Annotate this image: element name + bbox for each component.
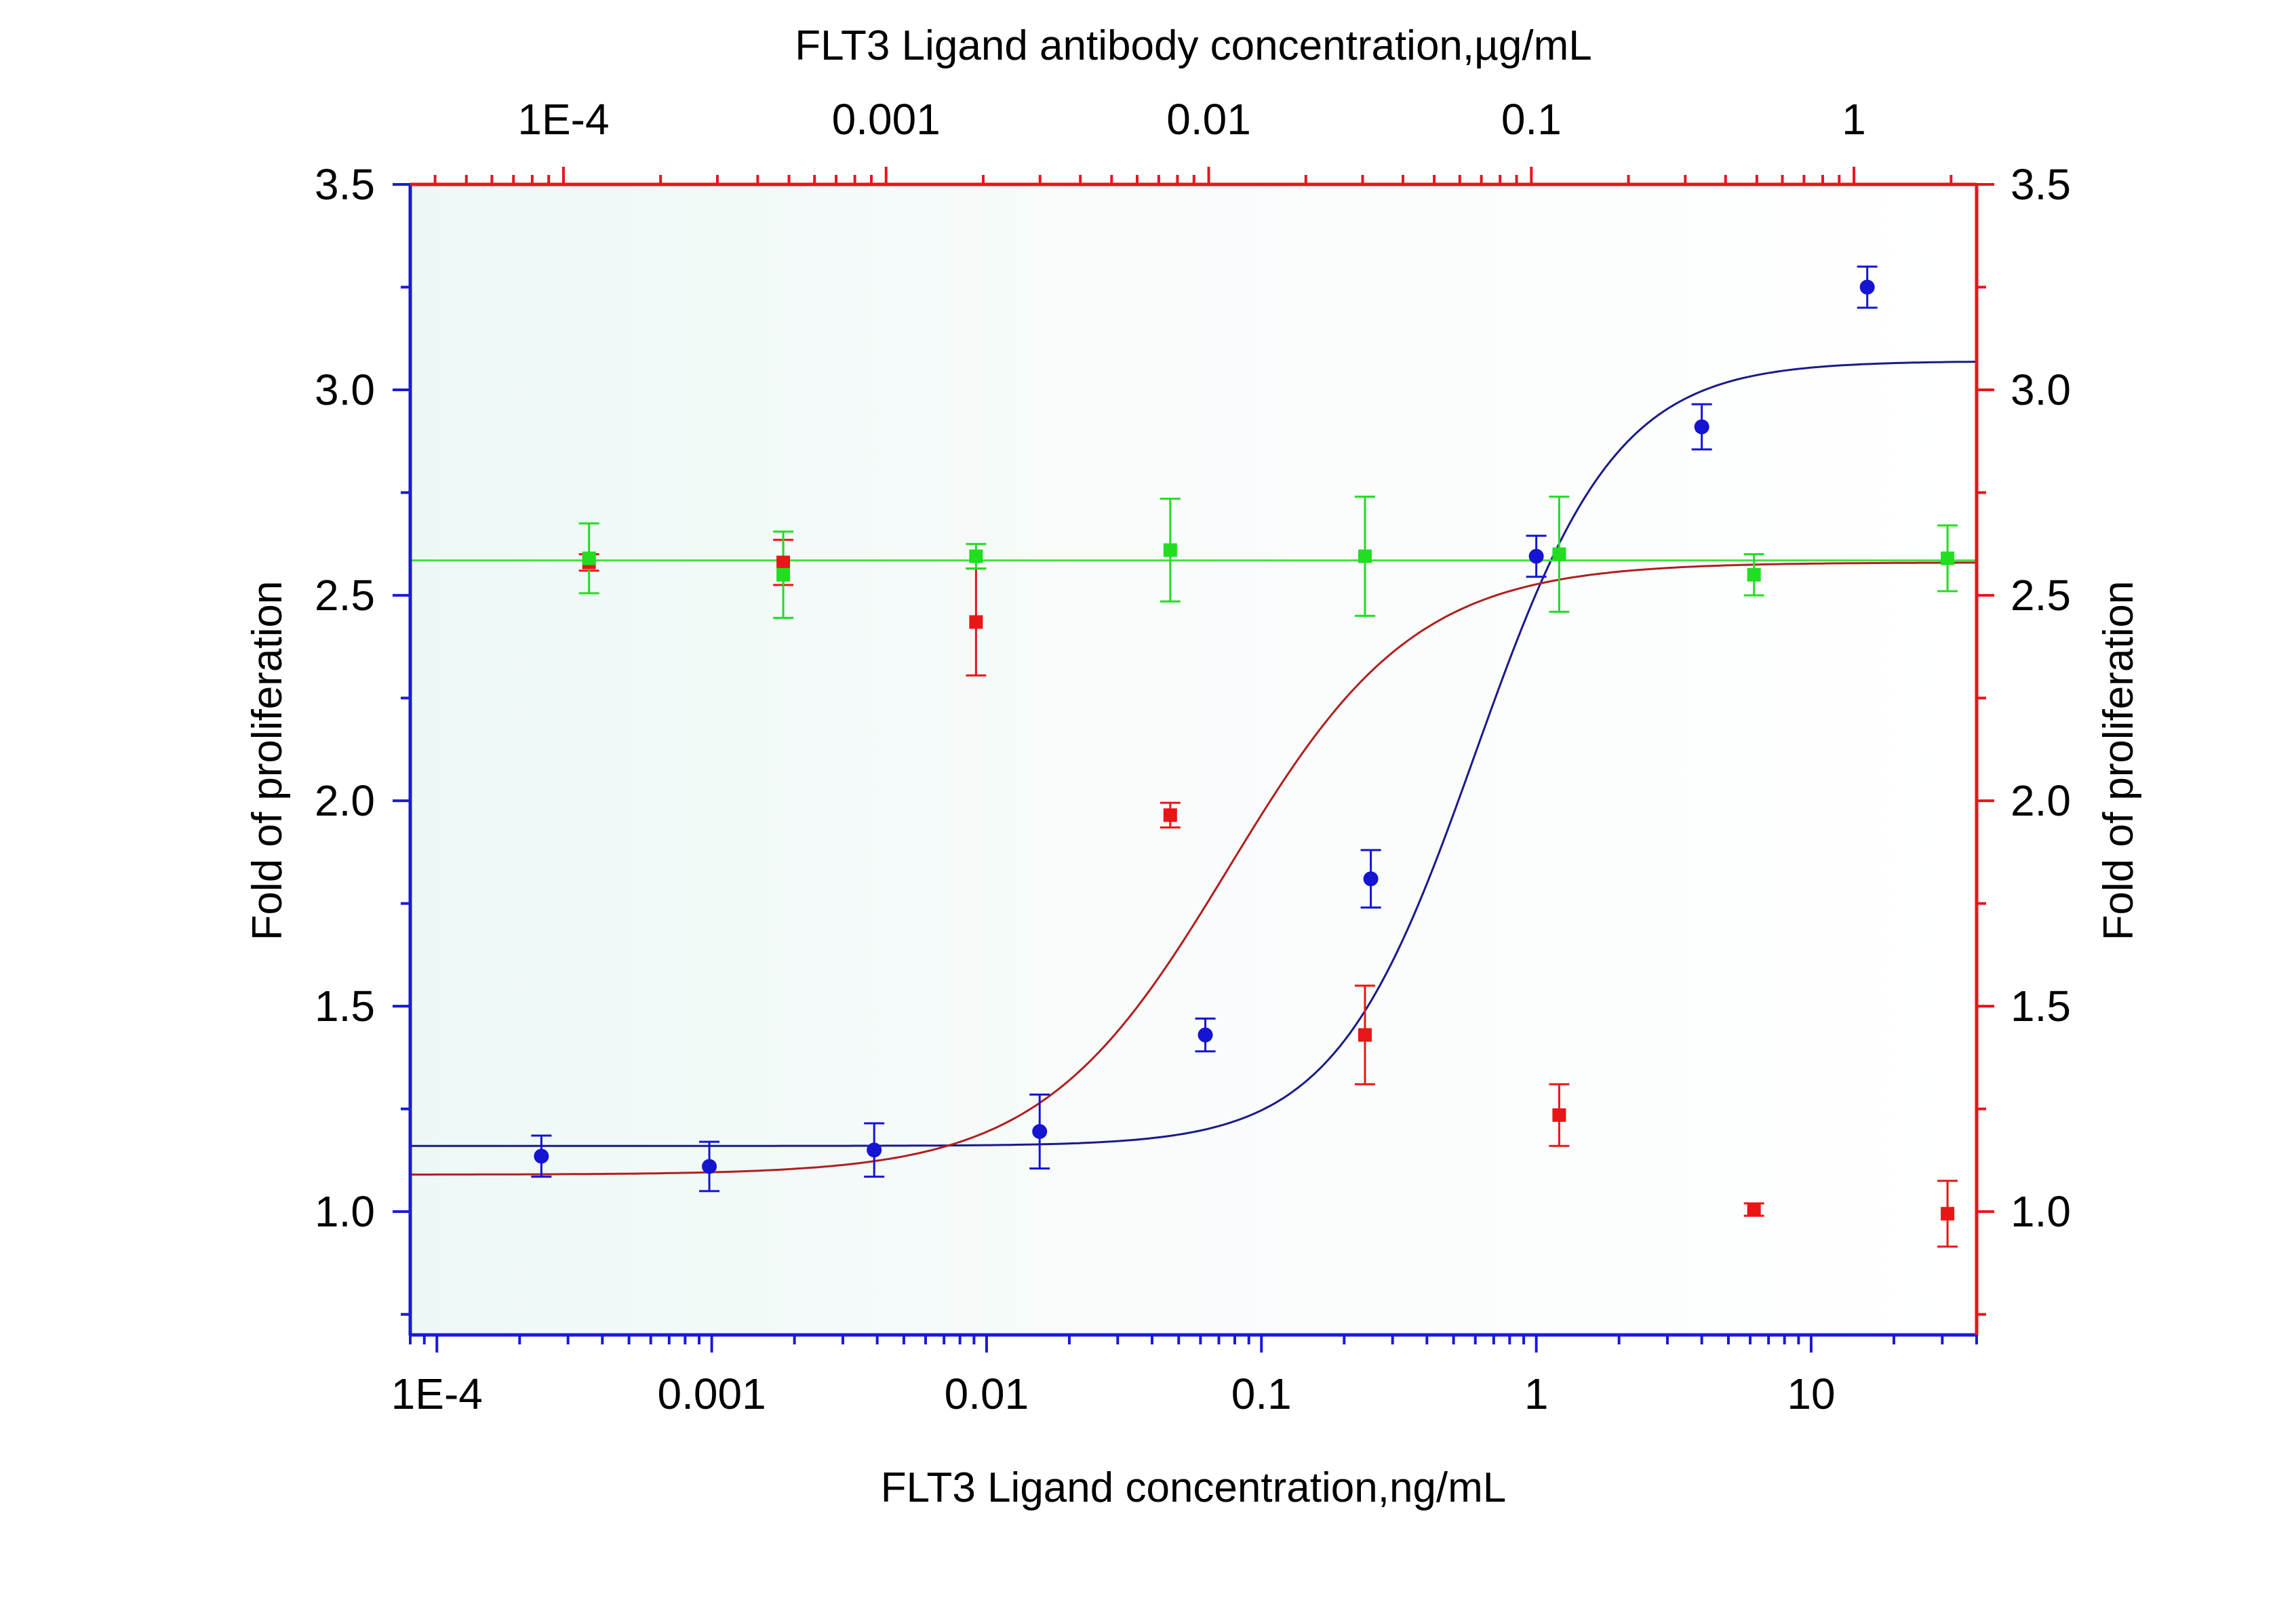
left-tick-label: 2.5 (315, 571, 375, 620)
right-tick-label: 1.5 (2011, 982, 2071, 1031)
data-point-s3-p1 (582, 551, 596, 565)
top-tick-label: 1 (1842, 95, 1866, 144)
fit-curves (410, 361, 1977, 1176)
right-tick-label: 1.0 (2011, 1187, 2071, 1236)
top-tick-label: 0.001 (832, 95, 941, 144)
data-point-s1-p9 (1859, 279, 1875, 295)
bottom-tick-label: 0.01 (945, 1369, 1029, 1418)
left-tick-label: 2.0 (315, 776, 375, 825)
left-axis-title: Fold of proliferation (244, 581, 291, 941)
tick-labels: 1.0 1.5 2.0 2.5 3.0 3.5 1.0 1.5 2.0 2.5 3.0 3.5 1E-4… (315, 95, 2071, 1418)
data-point-s2-p8 (1941, 1207, 1955, 1221)
right-tick-label: 3.5 (2011, 160, 2071, 209)
data-point-s1-p2 (702, 1159, 717, 1174)
data-point-s2-p2 (776, 555, 791, 569)
right-tick-label: 2.0 (2011, 776, 2071, 825)
data-point-s1-p1 (534, 1148, 549, 1164)
bottom-tick-label: 0.001 (658, 1369, 766, 1418)
data-point-s3-p8 (1941, 551, 1955, 565)
bottom-tick-label: 1 (1524, 1369, 1549, 1418)
left-tick-label: 1.5 (315, 982, 375, 1031)
data-point-s1-p8 (1694, 419, 1709, 435)
axis-ticks (393, 167, 1994, 1353)
data-point-s1-p4 (1032, 1123, 1048, 1139)
top-tick-label: 0.01 (1166, 95, 1251, 144)
bottom-tick-label: 1E-4 (391, 1369, 483, 1418)
data-point-s2-p4 (1163, 808, 1177, 822)
data-points (534, 279, 1955, 1221)
data-point-s2-p5 (1358, 1028, 1372, 1042)
data-point-s2-p7 (1747, 1203, 1761, 1217)
fit-curve-series-2 (410, 561, 1977, 1176)
data-point-s2-p6 (1552, 1108, 1566, 1122)
data-point-s3-p5 (1358, 549, 1372, 563)
fit-curve-series-1 (410, 361, 1977, 1147)
data-point-s3-p7 (1747, 567, 1761, 582)
top-axis-title: FLT3 Ligand antibody concentration,µg/mL (795, 22, 1591, 69)
data-point-s1-p7 (1528, 548, 1544, 564)
data-point-s2-p3 (969, 615, 983, 629)
top-tick-label: 1E-4 (517, 95, 609, 144)
left-tick-label: 1.0 (315, 1187, 375, 1236)
data-point-s3-p3 (969, 549, 983, 563)
plot-background (410, 184, 1977, 1335)
bottom-tick-label: 0.1 (1231, 1369, 1292, 1418)
data-point-s1-p5 (1198, 1027, 1213, 1043)
data-point-s3-p4 (1163, 543, 1177, 557)
bottom-axis-title: FLT3 Ligand concentration,ng/mL (881, 1464, 1507, 1511)
bottom-tick-label: 10 (1787, 1369, 1835, 1418)
right-axis-title: Fold of proliferation (2095, 581, 2142, 941)
axes (408, 182, 1979, 1337)
right-tick-label: 2.5 (2011, 571, 2071, 620)
data-point-s3-p2 (776, 567, 791, 582)
data-point-s1-p3 (867, 1142, 882, 1158)
left-tick-label: 3.0 (315, 365, 375, 414)
left-tick-label: 3.5 (315, 160, 375, 209)
data-point-s1-p6 (1363, 871, 1379, 887)
right-tick-label: 3.0 (2011, 365, 2071, 414)
data-point-s3-p6 (1552, 547, 1566, 561)
top-tick-label: 0.1 (1501, 95, 1562, 144)
